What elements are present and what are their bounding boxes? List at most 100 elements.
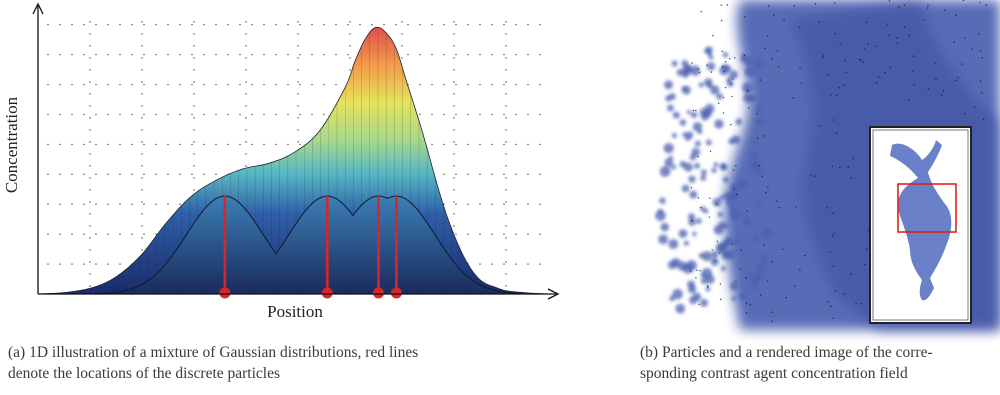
grid-dot	[479, 113, 481, 116]
grid-dot	[505, 93, 507, 95]
grid-dot	[227, 24, 229, 26]
grid-dot	[141, 225, 143, 227]
cloud-blob	[728, 138, 735, 145]
cloud-blob	[694, 162, 700, 169]
grid-dot	[467, 233, 469, 235]
grid-dot	[275, 83, 277, 86]
grid-dot	[287, 113, 289, 116]
field-speck	[716, 240, 719, 243]
grid-dot	[119, 263, 121, 265]
grid-dot	[155, 53, 157, 56]
grid-dot	[297, 117, 299, 119]
grid-dot	[349, 21, 351, 23]
grid-dot	[107, 263, 109, 265]
grid-dot	[263, 143, 265, 146]
field-speck	[719, 298, 722, 301]
grid-dot	[515, 83, 517, 86]
field-speck	[691, 219, 693, 222]
grid-dot	[89, 201, 91, 203]
caption-b-line-2: sponding contrast agent concentration fi…	[640, 365, 908, 382]
grid-dot	[297, 69, 299, 71]
grid-dot	[193, 165, 195, 167]
field-speck	[827, 300, 829, 303]
grid-dot	[515, 143, 517, 146]
grid-dot	[275, 143, 277, 146]
cloud-blob	[716, 93, 723, 100]
grid-dot	[479, 233, 481, 235]
field-speck	[935, 78, 937, 80]
grid-dot	[71, 173, 73, 176]
grid-dot	[95, 53, 97, 56]
grid-dot	[215, 24, 217, 26]
grid-dot	[71, 24, 73, 26]
field-speck	[771, 261, 773, 263]
cloud-blob	[672, 111, 680, 119]
concentration-render	[655, 0, 1000, 330]
field-speck	[732, 78, 734, 80]
grid-dot	[431, 24, 433, 26]
grid-dot	[141, 249, 143, 251]
grid-dot	[193, 141, 195, 143]
caption-b-line-1: (b) Particles and a rendered image of th…	[640, 344, 933, 361]
grid-dot	[191, 83, 193, 86]
field-speck	[722, 112, 725, 114]
field-speck	[771, 320, 773, 322]
grid-dot	[89, 189, 91, 191]
field-speck	[767, 5, 770, 7]
caption-a-line-2: denote the locations of the discrete par…	[8, 365, 281, 382]
grid-dot	[107, 113, 109, 116]
cloud-blob	[692, 292, 702, 301]
grid-dot	[119, 143, 121, 146]
cloud-blob	[692, 231, 697, 237]
cloud-blob	[726, 237, 733, 244]
grid-dot	[359, 24, 361, 26]
grid-dot	[419, 53, 421, 56]
grid-dot	[443, 173, 445, 176]
grid-dot	[245, 33, 247, 35]
field-speck	[850, 273, 852, 275]
grid-dot	[179, 173, 181, 176]
cloud-blob	[713, 162, 719, 168]
grid-dot	[371, 24, 373, 26]
grid-dot	[143, 24, 145, 26]
field-speck	[748, 107, 750, 109]
grid-dot	[227, 143, 229, 146]
cloud-blob	[735, 118, 743, 126]
field-speck	[888, 34, 890, 37]
grid-dot	[311, 83, 313, 86]
field-speck	[832, 212, 834, 214]
grid-dot	[95, 263, 97, 265]
field-speck	[941, 94, 943, 96]
field-speck	[971, 48, 974, 50]
grid-dot	[419, 113, 421, 116]
grid-dot	[453, 177, 455, 179]
field-speck	[942, 90, 944, 92]
field-speck	[876, 82, 878, 84]
field-speck	[800, 82, 803, 85]
grid-dot	[143, 83, 145, 86]
field-speck	[764, 191, 767, 194]
cloud-blob	[722, 51, 729, 58]
grid-dot	[297, 141, 299, 143]
field-speck	[700, 206, 702, 209]
grid-dot	[245, 129, 247, 131]
grid-dot	[107, 143, 109, 146]
grid-dot	[505, 249, 507, 251]
cloud-blob	[713, 224, 724, 235]
grid-dot	[141, 45, 143, 47]
grid-dot	[89, 105, 91, 107]
grid-dot	[297, 33, 299, 35]
grid-dot	[251, 24, 253, 26]
field-speck	[878, 76, 880, 78]
grid-dot	[245, 81, 247, 83]
cloud-blob	[683, 162, 693, 172]
field-speck	[810, 174, 812, 176]
field-speck	[771, 57, 773, 60]
grid-dot	[263, 24, 265, 26]
grid-dot	[443, 203, 445, 205]
caption-b: (b) Particles and a rendered image of th…	[640, 342, 1000, 384]
grid-dot	[83, 53, 85, 56]
field-speck	[865, 21, 868, 23]
grid-dot	[505, 261, 507, 263]
grid-dot	[203, 113, 205, 116]
